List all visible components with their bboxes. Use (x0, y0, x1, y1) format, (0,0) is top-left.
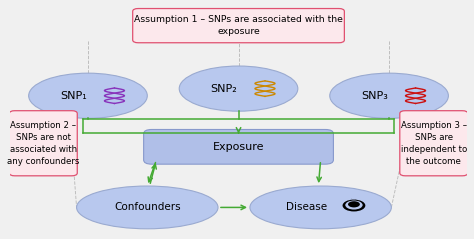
Text: Assumption 3 –
SNPs are
independent to
the outcome: Assumption 3 – SNPs are independent to t… (401, 120, 467, 166)
Circle shape (343, 200, 365, 212)
Text: Exposure: Exposure (213, 142, 264, 152)
Circle shape (345, 201, 363, 210)
Text: Assumption 2 –
SNPs are not
associated with
any confounders: Assumption 2 – SNPs are not associated w… (7, 120, 80, 166)
FancyBboxPatch shape (9, 111, 77, 176)
Ellipse shape (179, 66, 298, 111)
Text: SNP₁: SNP₁ (60, 91, 87, 101)
Ellipse shape (250, 186, 392, 229)
FancyBboxPatch shape (144, 130, 333, 164)
Text: SNP₃: SNP₃ (361, 91, 388, 101)
FancyBboxPatch shape (133, 9, 345, 43)
Ellipse shape (29, 73, 147, 118)
FancyBboxPatch shape (400, 111, 468, 176)
Text: SNP₂: SNP₂ (210, 84, 237, 94)
Ellipse shape (330, 73, 448, 118)
Circle shape (348, 201, 360, 207)
Text: Assumption 1 – SNPs are associated with the
exposure: Assumption 1 – SNPs are associated with … (134, 15, 343, 36)
Text: Confounders: Confounders (114, 202, 181, 212)
Text: Disease: Disease (286, 202, 328, 212)
Text: ☃: ☃ (349, 201, 361, 214)
Ellipse shape (77, 186, 218, 229)
